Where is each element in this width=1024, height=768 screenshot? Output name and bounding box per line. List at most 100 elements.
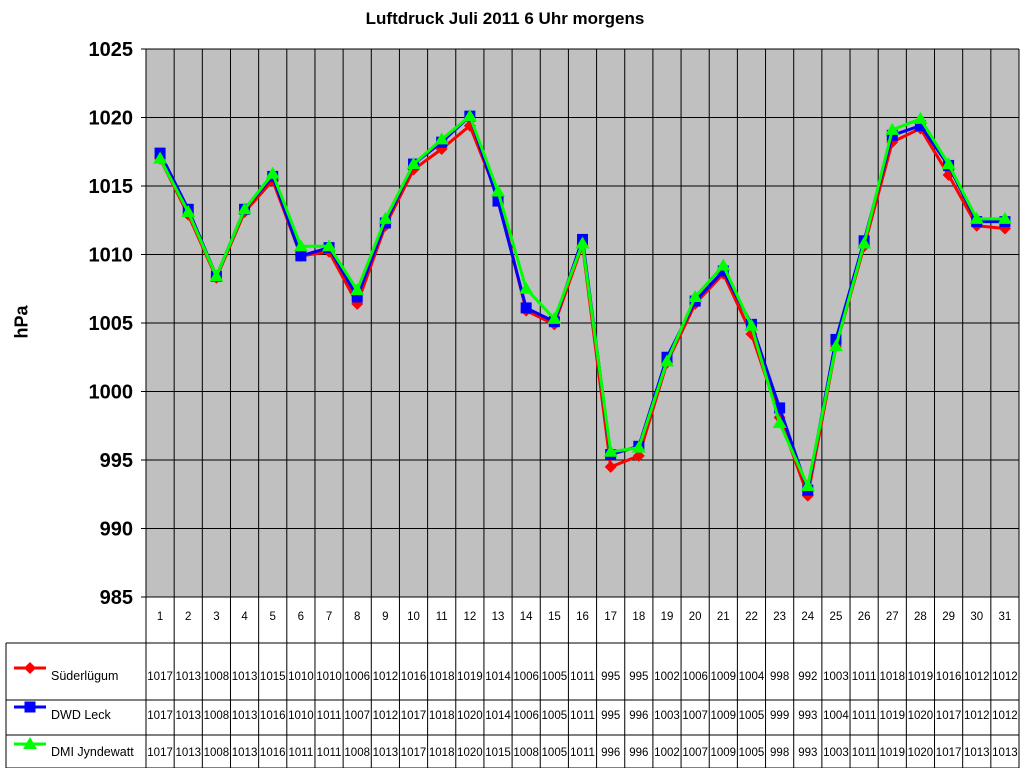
data-table: 1 2 3 4 5 6 7 8 9 10 11 12 13 14 15 16 17 18 19 20 21 22 23 24 2… <box>5 597 1020 768</box>
y-axis: 985 990 995 1000 1005 1010 1015 1020 1025 <box>89 39 147 609</box>
table-cell: 1007 <box>682 747 708 759</box>
data-point <box>659 354 674 367</box>
table-cell: 1017 <box>147 747 173 759</box>
table-cell: 1005 <box>739 747 765 759</box>
table-cell: 1011 <box>852 671 877 683</box>
table-cell: 1009 <box>711 747 737 759</box>
table-cell: 1015 <box>260 671 286 683</box>
x-category-label: 20 <box>689 611 702 623</box>
table-cell: 999 <box>770 710 789 722</box>
legend-entry: DMI Jyndewatt <box>51 745 134 759</box>
table-cell: 1003 <box>823 671 849 683</box>
table-cell: 1010 <box>288 671 314 683</box>
table-cell: 1006 <box>513 671 539 683</box>
data-point <box>237 202 252 215</box>
table-cell: 1005 <box>542 747 568 759</box>
x-category-label: 26 <box>858 611 871 623</box>
table-cell: 1010 <box>288 710 314 722</box>
legend-entry: Süderlügum <box>51 669 118 683</box>
x-category-label: 30 <box>970 611 983 623</box>
table-cell: 1019 <box>457 671 483 683</box>
table-cell: 1013 <box>232 671 258 683</box>
data-point <box>351 291 363 303</box>
table-cell: 1017 <box>147 710 173 722</box>
data-point <box>322 239 337 252</box>
x-category-label: 2 <box>185 611 191 623</box>
data-point <box>717 265 729 277</box>
legend-key-marker <box>23 737 37 749</box>
table-cell: 1012 <box>373 710 399 722</box>
data-point <box>603 444 618 457</box>
table-cell: 998 <box>770 671 789 683</box>
chart-title: Luftdruck Juli 2011 6 Uhr morgens <box>365 9 645 28</box>
x-category-label: 28 <box>914 611 927 623</box>
table-cell: 1013 <box>964 747 990 759</box>
data-point <box>800 479 815 492</box>
table-cell: 1015 <box>485 747 511 759</box>
table-cell: 1002 <box>654 671 680 683</box>
table-cell: 1006 <box>344 671 370 683</box>
data-point <box>688 289 703 302</box>
table-cell: 1005 <box>542 710 568 722</box>
data-point <box>914 120 926 132</box>
table-cell: 995 <box>601 710 620 722</box>
table-cell: 1011 <box>852 710 877 722</box>
x-category-label: 13 <box>492 611 505 623</box>
table-cell: 993 <box>798 747 817 759</box>
table-cell: 1003 <box>823 747 849 759</box>
table-cell: 1013 <box>175 747 201 759</box>
table-cell: 1016 <box>401 671 427 683</box>
table-cell: 1011 <box>317 747 342 759</box>
table-cell: 995 <box>601 671 620 683</box>
x-category-label: 16 <box>576 611 589 623</box>
x-category-label: 10 <box>407 611 420 623</box>
table-cell: 1019 <box>879 747 905 759</box>
table-cell: 1019 <box>879 710 905 722</box>
table-cell: 996 <box>629 710 648 722</box>
table-cell: 1017 <box>147 671 173 683</box>
x-category-label: 17 <box>604 611 617 623</box>
x-category-label: 23 <box>773 611 786 623</box>
table-cell: 1002 <box>654 747 680 759</box>
table-cell: 1011 <box>570 671 595 683</box>
data-point <box>772 416 787 429</box>
data-point <box>462 109 477 122</box>
table-cell: 1010 <box>316 671 342 683</box>
data-point <box>913 111 928 124</box>
data-point <box>295 250 307 262</box>
data-point <box>885 122 900 135</box>
table-cell: 1008 <box>204 671 230 683</box>
table-cell: 993 <box>798 710 817 722</box>
table-cell: 1011 <box>570 747 595 759</box>
table-cell: 1004 <box>823 710 849 722</box>
data-point <box>209 269 224 282</box>
table-cell: 1018 <box>429 747 455 759</box>
table-cell: 1013 <box>373 747 399 759</box>
data-point <box>969 211 984 224</box>
table-cell: 1017 <box>936 710 962 722</box>
x-category-label: 27 <box>886 611 899 623</box>
table-cell: 1011 <box>289 747 314 759</box>
y-tick-label: 990 <box>100 519 133 541</box>
x-category-label: 3 <box>213 611 219 623</box>
data-point <box>293 239 308 252</box>
table-cell: 1012 <box>964 710 990 722</box>
data-point <box>519 281 534 294</box>
data-point <box>941 157 956 170</box>
table-cell: 1013 <box>175 710 201 722</box>
data-point <box>997 211 1012 224</box>
y-tick-label: 1020 <box>89 108 134 130</box>
data-point <box>631 440 646 453</box>
table-cell: 998 <box>770 747 789 759</box>
series-group <box>153 109 1012 502</box>
table-cell: 1017 <box>936 747 962 759</box>
data-point <box>774 402 786 414</box>
table-cell: 1009 <box>711 671 737 683</box>
table-cell: 1012 <box>992 710 1018 722</box>
y-tick-label: 1025 <box>89 39 134 61</box>
table-cell: 1008 <box>204 747 230 759</box>
table-cell: 995 <box>629 671 648 683</box>
x-category-label: 14 <box>520 611 533 623</box>
table-cell: 1016 <box>260 747 286 759</box>
x-category-label: 21 <box>717 611 730 623</box>
